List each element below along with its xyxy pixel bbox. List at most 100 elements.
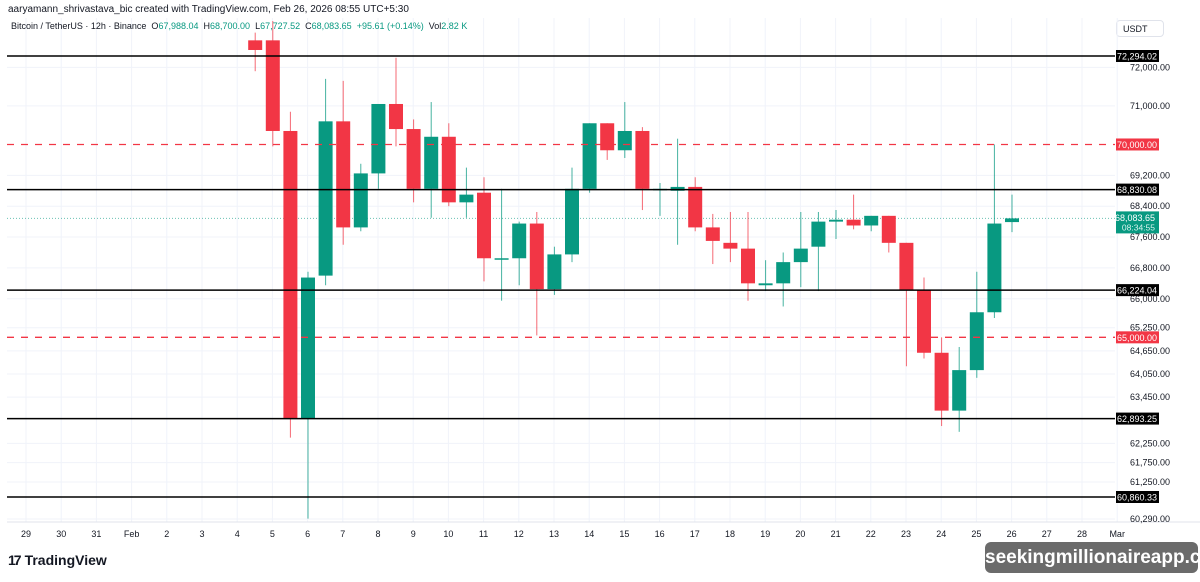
- candle[interactable]: [899, 242, 914, 367]
- x-axis-tick-label: 9: [411, 529, 416, 539]
- candle[interactable]: [494, 188, 509, 301]
- x-axis-tick-label: 29: [21, 529, 31, 539]
- x-axis-tick-label: 3: [199, 529, 204, 539]
- candle[interactable]: [265, 21, 280, 147]
- x-axis-tick-label: 22: [866, 529, 876, 539]
- high-label: H: [203, 21, 211, 31]
- candle[interactable]: [1005, 194, 1019, 233]
- candle[interactable]: [741, 211, 755, 301]
- x-axis-tick-label: 30: [56, 529, 66, 539]
- chart-attribution: aaryamann_shrivastava_bic created with T…: [8, 4, 409, 15]
- candle[interactable]: [829, 210, 843, 239]
- x-axis-tick-label: 10: [443, 529, 453, 539]
- candle[interactable]: [371, 103, 386, 189]
- candle[interactable]: [353, 163, 368, 232]
- svg-text:60,860.33: 60,860.33: [1117, 493, 1157, 503]
- candle[interactable]: [776, 252, 791, 307]
- x-axis-tick-label: 2: [164, 529, 169, 539]
- candle[interactable]: [301, 271, 315, 519]
- y-axis-tick-label: 67,600.00: [1130, 232, 1170, 242]
- tradingview-logo-icon: 17: [8, 552, 22, 568]
- y-axis-tick-label: 61,250.00: [1130, 477, 1170, 487]
- candle[interactable]: [459, 167, 474, 218]
- change-value: +95.61 (+0.14%): [356, 21, 424, 31]
- candle[interactable]: [934, 337, 949, 427]
- candle[interactable]: [635, 127, 650, 211]
- x-axis-tick-label: 5: [270, 529, 275, 539]
- x-axis-tick-label: 28: [1077, 529, 1087, 539]
- candle[interactable]: [318, 78, 333, 286]
- candle[interactable]: [617, 102, 632, 158]
- candle[interactable]: [424, 102, 439, 218]
- candle[interactable]: [969, 271, 984, 378]
- candle[interactable]: [864, 215, 879, 232]
- x-axis-tick-label: 24: [936, 529, 946, 539]
- y-axis-tick-label: 64,050.00: [1130, 369, 1170, 379]
- x-axis-tick-label: 31: [91, 529, 101, 539]
- x-axis-tick-label: 13: [549, 529, 559, 539]
- candle[interactable]: [688, 177, 703, 232]
- x-axis-tick-label: 15: [619, 529, 629, 539]
- y-axis-tick-label: 64,650.00: [1130, 346, 1170, 356]
- candle[interactable]: [793, 211, 808, 288]
- tradingview-logo[interactable]: 17 TradingView: [8, 552, 107, 568]
- currency-button[interactable]: USDT: [1116, 20, 1164, 37]
- candle[interactable]: [952, 346, 967, 432]
- candlestick-chart[interactable]: 29 30 31 Feb 2 3 4 5 6 7 8 9 10 11 12 13 14 15 16 17 18 19 20 2…: [0, 0, 1200, 545]
- candle[interactable]: [846, 194, 861, 230]
- x-axis-tick-label: 19: [760, 529, 770, 539]
- candle[interactable]: [811, 211, 826, 292]
- svg-text:70,000.00: 70,000.00: [1117, 140, 1157, 150]
- candle[interactable]: [389, 57, 403, 147]
- candle[interactable]: [705, 213, 720, 265]
- x-axis-tick-label: 14: [584, 529, 594, 539]
- low-value: 67,727.52: [260, 21, 301, 31]
- x-axis-tick-label: 8: [375, 529, 380, 539]
- svg-text:68,830.08: 68,830.08: [1117, 185, 1157, 195]
- x-axis-tick-label: 4: [235, 529, 240, 539]
- x-axis-tick-label: 25: [971, 529, 981, 539]
- candle[interactable]: [723, 211, 738, 263]
- x-axis-tick-label: 12: [514, 529, 524, 539]
- candle[interactable]: [670, 138, 685, 245]
- candle[interactable]: [477, 177, 491, 282]
- y-axis-tick-label: 72,000.00: [1130, 62, 1170, 72]
- candle[interactable]: [881, 215, 896, 253]
- y-axis-tick-label: 60,290.00: [1130, 514, 1170, 524]
- open-label: O: [151, 21, 159, 31]
- candle[interactable]: [529, 211, 544, 336]
- price-level-tag: 62,893.25: [1116, 412, 1159, 425]
- candle[interactable]: [565, 167, 579, 263]
- candle[interactable]: [600, 123, 615, 160]
- candle[interactable]: [283, 111, 298, 438]
- x-axis-tick-label: 27: [1042, 529, 1052, 539]
- candle[interactable]: [336, 80, 351, 245]
- candle[interactable]: [582, 123, 597, 193]
- x-axis-tick-label: 18: [725, 529, 735, 539]
- symbol-label[interactable]: Bitcoin / TetherUS · 12h · Binance: [11, 21, 147, 31]
- svg-text:66,224.04: 66,224.04: [1117, 286, 1157, 296]
- candle[interactable]: [441, 123, 456, 207]
- close-label: C: [305, 21, 312, 31]
- candle[interactable]: [547, 246, 562, 295]
- volume-value: 2.82 K: [441, 21, 468, 31]
- x-axis-tick-label: 6: [305, 529, 310, 539]
- candle[interactable]: [653, 183, 667, 216]
- candle[interactable]: [512, 221, 527, 286]
- price-level-tag: 72,294.02: [1116, 50, 1159, 62]
- volume-label: Vol: [428, 21, 442, 31]
- price-level-tag: 60,860.33: [1116, 491, 1159, 503]
- y-axis-tick-label: 63,450.00: [1130, 392, 1170, 402]
- y-axis-tick-label: 65,250.00: [1130, 323, 1170, 333]
- candle[interactable]: [987, 144, 1002, 319]
- close-value: 68,083.65: [311, 21, 352, 31]
- watermark: seekingmillionaireapp.com: [985, 542, 1200, 573]
- candle[interactable]: [758, 260, 773, 292]
- high-value: 68,700.00: [210, 21, 251, 31]
- ohlc-legend: Bitcoin / TetherUS · 12h · Binance O67,9…: [11, 21, 467, 31]
- open-value: 67,988.04: [158, 21, 199, 31]
- y-axis-tick-label: 68,400.00: [1130, 201, 1170, 211]
- x-axis-tick-label: 21: [831, 529, 841, 539]
- x-axis-tick-label: 20: [795, 529, 805, 539]
- candle[interactable]: [248, 32, 263, 72]
